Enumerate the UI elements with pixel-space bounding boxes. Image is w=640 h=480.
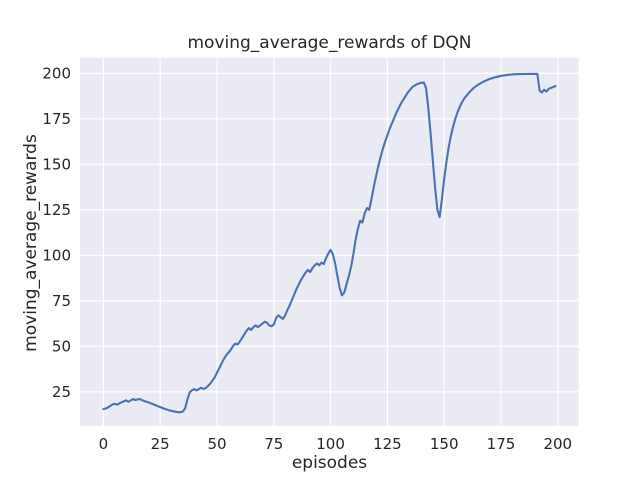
svg-text:125: 125	[42, 201, 71, 219]
svg-text:150: 150	[42, 155, 71, 173]
svg-text:75: 75	[264, 435, 283, 453]
svg-text:200: 200	[543, 435, 572, 453]
svg-text:200: 200	[42, 64, 71, 82]
gridlines	[80, 57, 579, 426]
svg-text:100: 100	[42, 246, 71, 264]
y-tick-labels: 25 50 75 100 125 150 175 200	[42, 64, 71, 400]
chart-title: moving_average_rewards of DQN	[187, 33, 472, 53]
svg-text:0: 0	[99, 435, 109, 453]
x-axis-label: episodes	[291, 453, 368, 473]
svg-text:50: 50	[52, 337, 71, 355]
svg-text:125: 125	[373, 435, 402, 453]
reward-line-series	[102, 72, 557, 414]
x-tick-labels: 0 25 50 75 100 125 150 175 200	[99, 435, 572, 453]
svg-text:50: 50	[207, 435, 226, 453]
svg-text:150: 150	[430, 435, 459, 453]
svg-text:25: 25	[151, 435, 170, 453]
axes-background	[80, 57, 579, 426]
svg-text:25: 25	[52, 383, 71, 401]
svg-text:175: 175	[487, 435, 516, 453]
svg-text:100: 100	[316, 435, 345, 453]
svg-text:75: 75	[52, 292, 71, 310]
svg-text:175: 175	[42, 110, 71, 128]
